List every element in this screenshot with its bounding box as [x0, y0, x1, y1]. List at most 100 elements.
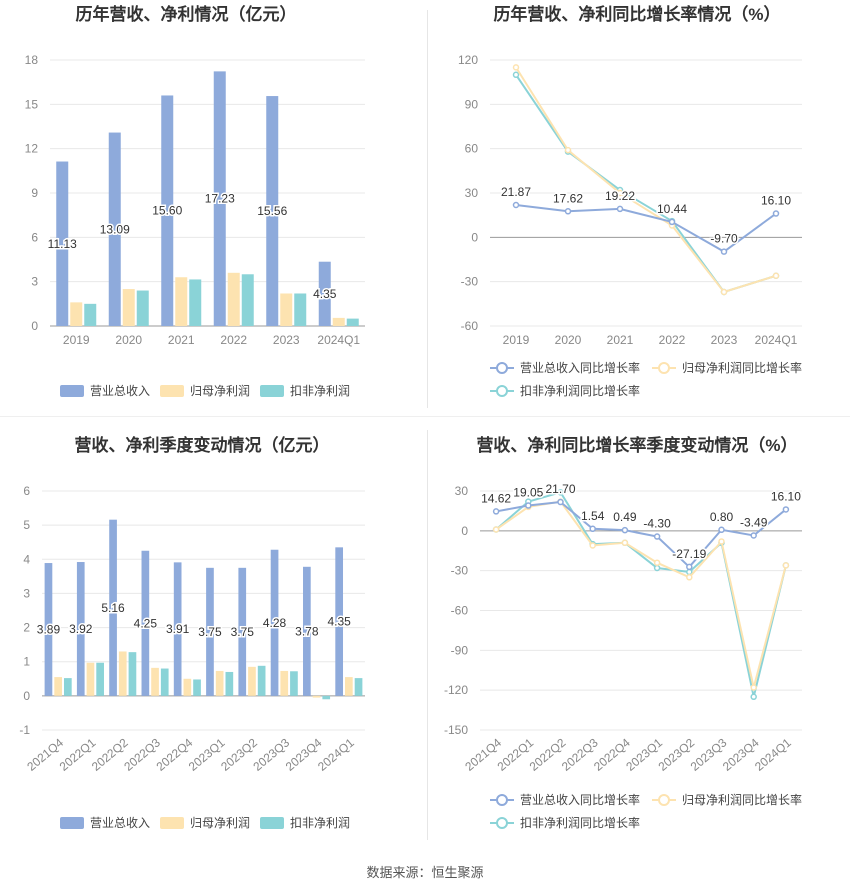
series-point — [616, 189, 624, 197]
series-point — [492, 508, 500, 515]
bar — [294, 293, 307, 326]
legend-label: 扣非净利润 — [290, 816, 350, 830]
x-tick-label: 2024Q1 — [315, 735, 357, 773]
bar — [280, 670, 289, 696]
bar — [54, 677, 62, 696]
bar — [238, 567, 247, 696]
legend-circle-marker — [496, 817, 508, 829]
series-point — [525, 502, 532, 509]
legend-swatch — [260, 385, 284, 397]
data-label: 3.91 — [166, 622, 190, 636]
data-label: -4.30 — [643, 517, 671, 531]
chart-2: 历年营收、净利同比增长率情况（%） -60 -30 0 30 60 90 120 21.87 17… — [458, 4, 802, 398]
y-tick-label: 5 — [23, 518, 30, 532]
y-tick-label: -30 — [451, 564, 469, 578]
series-point — [589, 542, 596, 549]
data-label: 17.23 — [205, 192, 235, 206]
legend-label: 营业总收入同比增长率 — [520, 792, 640, 807]
data-label: 4.25 — [134, 616, 158, 630]
series-point — [621, 526, 629, 534]
legend-circle-marker — [496, 362, 508, 374]
series-point — [621, 539, 629, 547]
bar — [332, 317, 345, 326]
series-point — [750, 693, 757, 701]
bar — [108, 132, 121, 326]
legend-swatch — [160, 817, 184, 829]
bar — [173, 562, 182, 696]
y-tick-label: 30 — [455, 484, 469, 498]
y-tick-label: 9 — [31, 186, 38, 200]
series-line-1 — [495, 500, 787, 569]
bar — [335, 547, 344, 696]
legend-item-1: 营业总收入 — [60, 384, 150, 398]
bar — [160, 668, 169, 696]
chart-title: 营收、净利同比增长率季度变动情况（%） — [476, 435, 797, 455]
y-tick-label: 0 — [23, 689, 30, 703]
data-label: 11.13 — [48, 237, 77, 251]
series-point — [750, 684, 757, 691]
data-label: 21.87 — [501, 185, 531, 199]
series-line-3 — [495, 491, 787, 698]
legend-item-3: 扣非净利润 — [260, 384, 350, 398]
x-tick-label: 2021 — [168, 333, 195, 347]
y-tick-label: 4 — [23, 552, 30, 566]
series-point — [668, 218, 676, 226]
series-point — [653, 533, 661, 540]
bar — [56, 161, 69, 326]
chart-title: 历年营收、净利情况（亿元） — [76, 4, 297, 24]
bar — [270, 549, 279, 696]
x-tick-label: 2019 — [503, 333, 530, 347]
data-label: 3.75 — [198, 625, 222, 639]
y-tick-label: 6 — [31, 230, 38, 244]
data-label: 4.35 — [327, 615, 351, 629]
legend-circle-marker — [658, 362, 670, 374]
panel-divider-top — [427, 10, 428, 408]
chart-3: 营收、净利季度变动情况（亿元） -1 0 1 2 3 4 5 6 3.89 3.92 5.16 4.25… — [19, 435, 365, 830]
bar — [96, 662, 104, 696]
bar — [312, 695, 321, 698]
legend-label: 扣非净利润同比增长率 — [520, 815, 640, 830]
series-point — [718, 526, 725, 534]
data-label: 17.62 — [553, 191, 583, 205]
y-tick-label: -90 — [451, 643, 469, 657]
x-tick-label: 2021 — [607, 333, 634, 347]
series-line-1 — [515, 204, 777, 253]
y-tick-label: -150 — [444, 723, 468, 737]
legend-item-3: 扣非净利润同比增长率 — [490, 383, 640, 398]
bar — [183, 678, 192, 696]
data-label: 19.22 — [605, 189, 635, 203]
bar — [241, 274, 254, 326]
data-label: 10.44 — [657, 202, 687, 216]
y-tick-label: -1 — [19, 723, 30, 737]
chart-4: 营收、净利同比增长率季度变动情况（%） -150 -120 -90 -60 -30 0 30 1… — [444, 435, 803, 830]
y-tick-label: -60 — [451, 604, 469, 618]
bar — [122, 289, 135, 326]
series-point — [653, 559, 661, 566]
x-tick-label: 2020 — [555, 333, 582, 347]
x-tick-label: 2022 — [220, 333, 247, 347]
bar — [86, 662, 95, 696]
legend-swatch — [260, 817, 284, 829]
bar — [354, 678, 363, 696]
series-point — [616, 205, 624, 213]
bar — [175, 277, 188, 326]
y-tick-label: 1 — [23, 655, 30, 669]
y-tick-label: -60 — [461, 319, 479, 333]
bar — [109, 519, 117, 696]
legend-circle-marker — [658, 794, 670, 806]
data-label: 14.62 — [481, 491, 511, 505]
x-tick-label: 2020 — [115, 333, 142, 347]
data-label: 5.16 — [101, 601, 125, 615]
bar — [118, 651, 127, 696]
series-point — [512, 64, 520, 71]
bar — [257, 665, 266, 696]
y-tick-label: 18 — [25, 53, 39, 67]
data-label: 3.78 — [295, 624, 319, 638]
legend-label: 营业总收入同比增长率 — [520, 360, 640, 375]
legend-label: 归母净利润同比增长率 — [682, 792, 802, 807]
series-point — [557, 498, 564, 506]
y-tick-label: 60 — [465, 142, 479, 156]
bar — [161, 95, 174, 326]
y-tick-label: 0 — [461, 524, 468, 538]
data-label: -27.19 — [672, 547, 706, 561]
